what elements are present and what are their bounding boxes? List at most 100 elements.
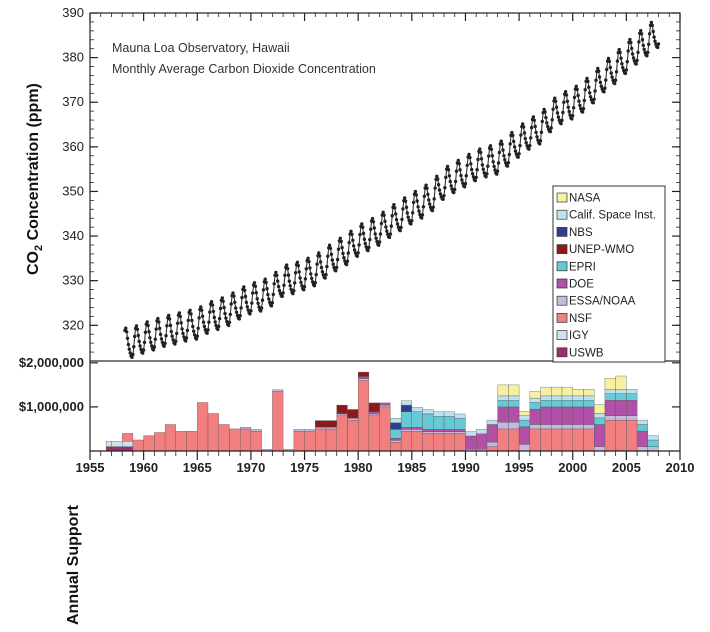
funding-bar-doe — [604, 400, 616, 416]
co2-monthly-point — [555, 111, 560, 115]
funding-y-axis-label: Annual Support — [65, 504, 82, 625]
co2-monthly-point — [259, 309, 263, 313]
co2-monthly-point — [545, 121, 549, 125]
co2-monthly-point — [334, 269, 338, 273]
funding-bar-calif-space-inst- — [647, 435, 659, 441]
funding-bar-doe — [518, 426, 530, 445]
co2-monthly-point — [438, 192, 443, 196]
funding-bar-unep-wmo — [325, 420, 337, 428]
co2-monthly-point — [510, 130, 514, 135]
co2-monthly-point — [216, 327, 220, 332]
co2-monthly-point — [417, 209, 421, 213]
co2-monthly-point — [390, 214, 394, 218]
co2-monthly-point — [350, 232, 354, 236]
funding-bar-epri — [604, 393, 616, 401]
funding-bar-nsf — [497, 428, 509, 452]
co2-monthly-point — [243, 288, 247, 292]
co2-monthly-point — [377, 240, 382, 244]
co2-monthly-point — [521, 125, 526, 129]
co2-monthly-point — [593, 89, 597, 93]
co2-monthly-point — [289, 287, 293, 292]
co2-monthly-point — [428, 202, 432, 206]
co2-monthly-point — [234, 310, 239, 314]
funding-bar-epri — [561, 400, 573, 408]
co2-monthly-point — [487, 154, 491, 158]
co2-monthly-point — [184, 339, 188, 343]
funding-bar-nsf — [186, 431, 198, 452]
funding-bar-calif-space-inst- — [422, 409, 434, 415]
funding-bar-nsf — [561, 428, 573, 452]
co2-monthly-point — [650, 23, 654, 28]
co2-monthly-point — [511, 133, 515, 138]
funding-bar-nsf — [529, 428, 541, 452]
co2-monthly-point — [579, 106, 583, 111]
co2-monthly-point — [528, 144, 532, 148]
co2-monthly-point — [395, 222, 400, 226]
funding-bar-calif-space-inst- — [636, 419, 648, 425]
legend-swatch — [556, 192, 568, 203]
co2-monthly-point — [598, 80, 603, 85]
funding-bar-nsf — [572, 428, 584, 452]
co2-plot-frame — [89, 12, 681, 362]
co2-monthly-point — [421, 205, 426, 209]
co2-monthly-point — [432, 197, 436, 201]
funding-bar-doe — [583, 406, 595, 425]
co2-monthly-point — [196, 326, 200, 330]
funding-bar-epri — [400, 411, 412, 428]
co2-monthly-point — [261, 288, 266, 292]
co2-monthly-point — [264, 280, 268, 285]
co2-monthly-point — [328, 246, 333, 250]
co2-monthly-point — [173, 342, 177, 346]
funding-bar-essa-noaa — [572, 424, 584, 430]
funding-bar-epri — [572, 400, 584, 408]
co2-monthly-point — [131, 352, 135, 357]
co2-monthly-point — [356, 251, 360, 255]
co2-monthly-point — [505, 164, 510, 168]
co2-monthly-point — [389, 224, 393, 228]
funding-bar-doe — [551, 406, 563, 425]
funding-bar-epri — [508, 400, 520, 408]
co2-monthly-point — [217, 316, 222, 321]
funding-bar-essa-noaa — [615, 415, 627, 421]
funding-bar-essa-noaa — [315, 427, 327, 430]
co2-monthly-point — [518, 143, 522, 148]
funding-bar-epri — [636, 424, 648, 432]
co2-monthly-point — [159, 337, 164, 341]
co2-monthly-point — [396, 225, 401, 229]
funding-bar-calif-space-inst- — [443, 411, 455, 417]
co2-monthly-point — [347, 240, 351, 245]
co2-monthly-point — [377, 243, 381, 247]
co2-monthly-point — [287, 279, 291, 283]
funding-bar-calif-space-inst- — [594, 413, 606, 419]
co2-monthly-point — [647, 32, 652, 36]
funding-xtick-label: 1955 — [76, 460, 105, 475]
co2-monthly-point — [349, 229, 353, 233]
co2-ytick-label: 320 — [62, 317, 84, 332]
co2-monthly-point — [335, 265, 339, 270]
co2-monthly-point — [463, 182, 468, 186]
co2-monthly-point — [461, 181, 465, 185]
co2-monthly-point — [127, 347, 131, 351]
funding-bar-igy — [111, 441, 123, 447]
co2-monthly-point — [485, 172, 489, 176]
funding-bar-epri — [551, 400, 563, 408]
funding-bar-essa-noaa — [551, 424, 563, 430]
co2-monthly-point — [574, 84, 578, 89]
co2-monthly-point — [529, 125, 534, 130]
co2-monthly-point — [323, 276, 327, 280]
funding-bar-epri — [583, 400, 595, 408]
co2-monthly-point — [553, 96, 557, 100]
co2-monthly-point — [501, 148, 505, 152]
co2-monthly-point — [189, 312, 193, 316]
co2-monthly-point — [500, 142, 504, 146]
funding-bar-doe — [368, 411, 380, 415]
co2-monthly-point — [427, 198, 431, 202]
co2-monthly-point — [503, 158, 507, 162]
co2-monthly-point — [156, 316, 160, 321]
funding-bar-doe — [540, 406, 552, 425]
co2-monthly-point — [639, 32, 644, 36]
co2-monthly-point — [250, 301, 254, 305]
co2-monthly-point — [373, 232, 377, 236]
funding-bar-nasa — [497, 384, 509, 397]
funding-xtick-label: 1965 — [183, 460, 212, 475]
